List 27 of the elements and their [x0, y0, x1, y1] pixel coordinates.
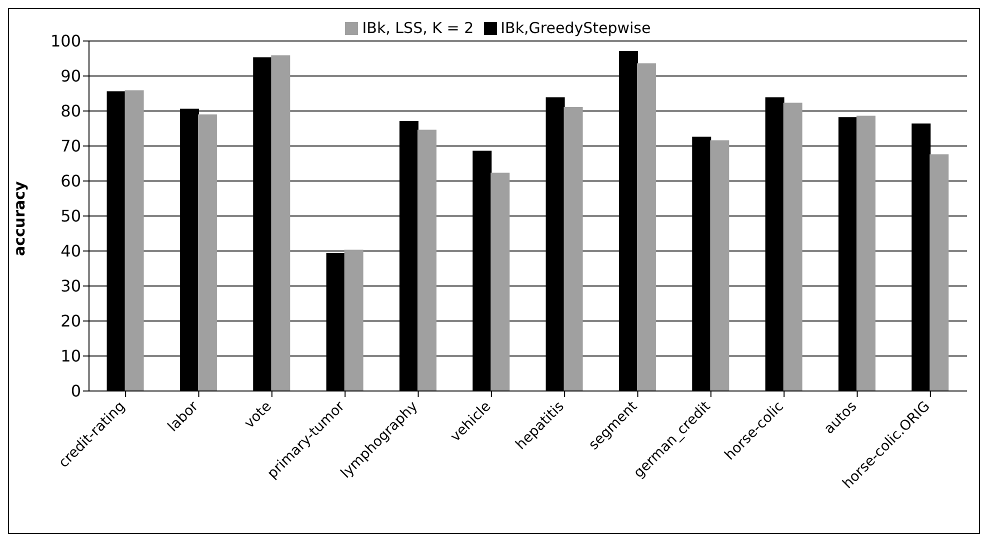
- bar: [856, 116, 876, 391]
- y-tick-label: 80: [60, 102, 81, 121]
- legend-label: IBk,GreedyStepwise: [500, 19, 651, 37]
- y-tick-label: 50: [60, 206, 81, 226]
- bar: [124, 90, 144, 391]
- y-tick-label: 20: [60, 312, 81, 331]
- bar: [783, 102, 802, 391]
- y-tick-label: 0: [70, 382, 81, 401]
- y-tick-label: 40: [60, 242, 81, 261]
- bar: [490, 172, 510, 391]
- bar: [636, 63, 656, 391]
- y-tick-label: 90: [60, 66, 81, 86]
- legend-label: IBk, LSS, K = 2: [362, 19, 474, 37]
- y-tick-label: 70: [60, 136, 81, 156]
- bar: [564, 107, 583, 391]
- x-tick-label: vote: [242, 398, 275, 432]
- bar: [271, 55, 290, 391]
- y-tick-label: 10: [60, 346, 81, 366]
- bar: [710, 140, 730, 391]
- bar: [417, 130, 436, 391]
- y-tick-label: 30: [60, 276, 81, 296]
- y-axis-title: accuracy: [10, 181, 28, 256]
- bar: [930, 154, 949, 391]
- bar: [198, 114, 217, 391]
- y-tick-label: 100: [50, 32, 81, 51]
- y-tick-label: 60: [60, 172, 81, 191]
- bar: [344, 250, 364, 391]
